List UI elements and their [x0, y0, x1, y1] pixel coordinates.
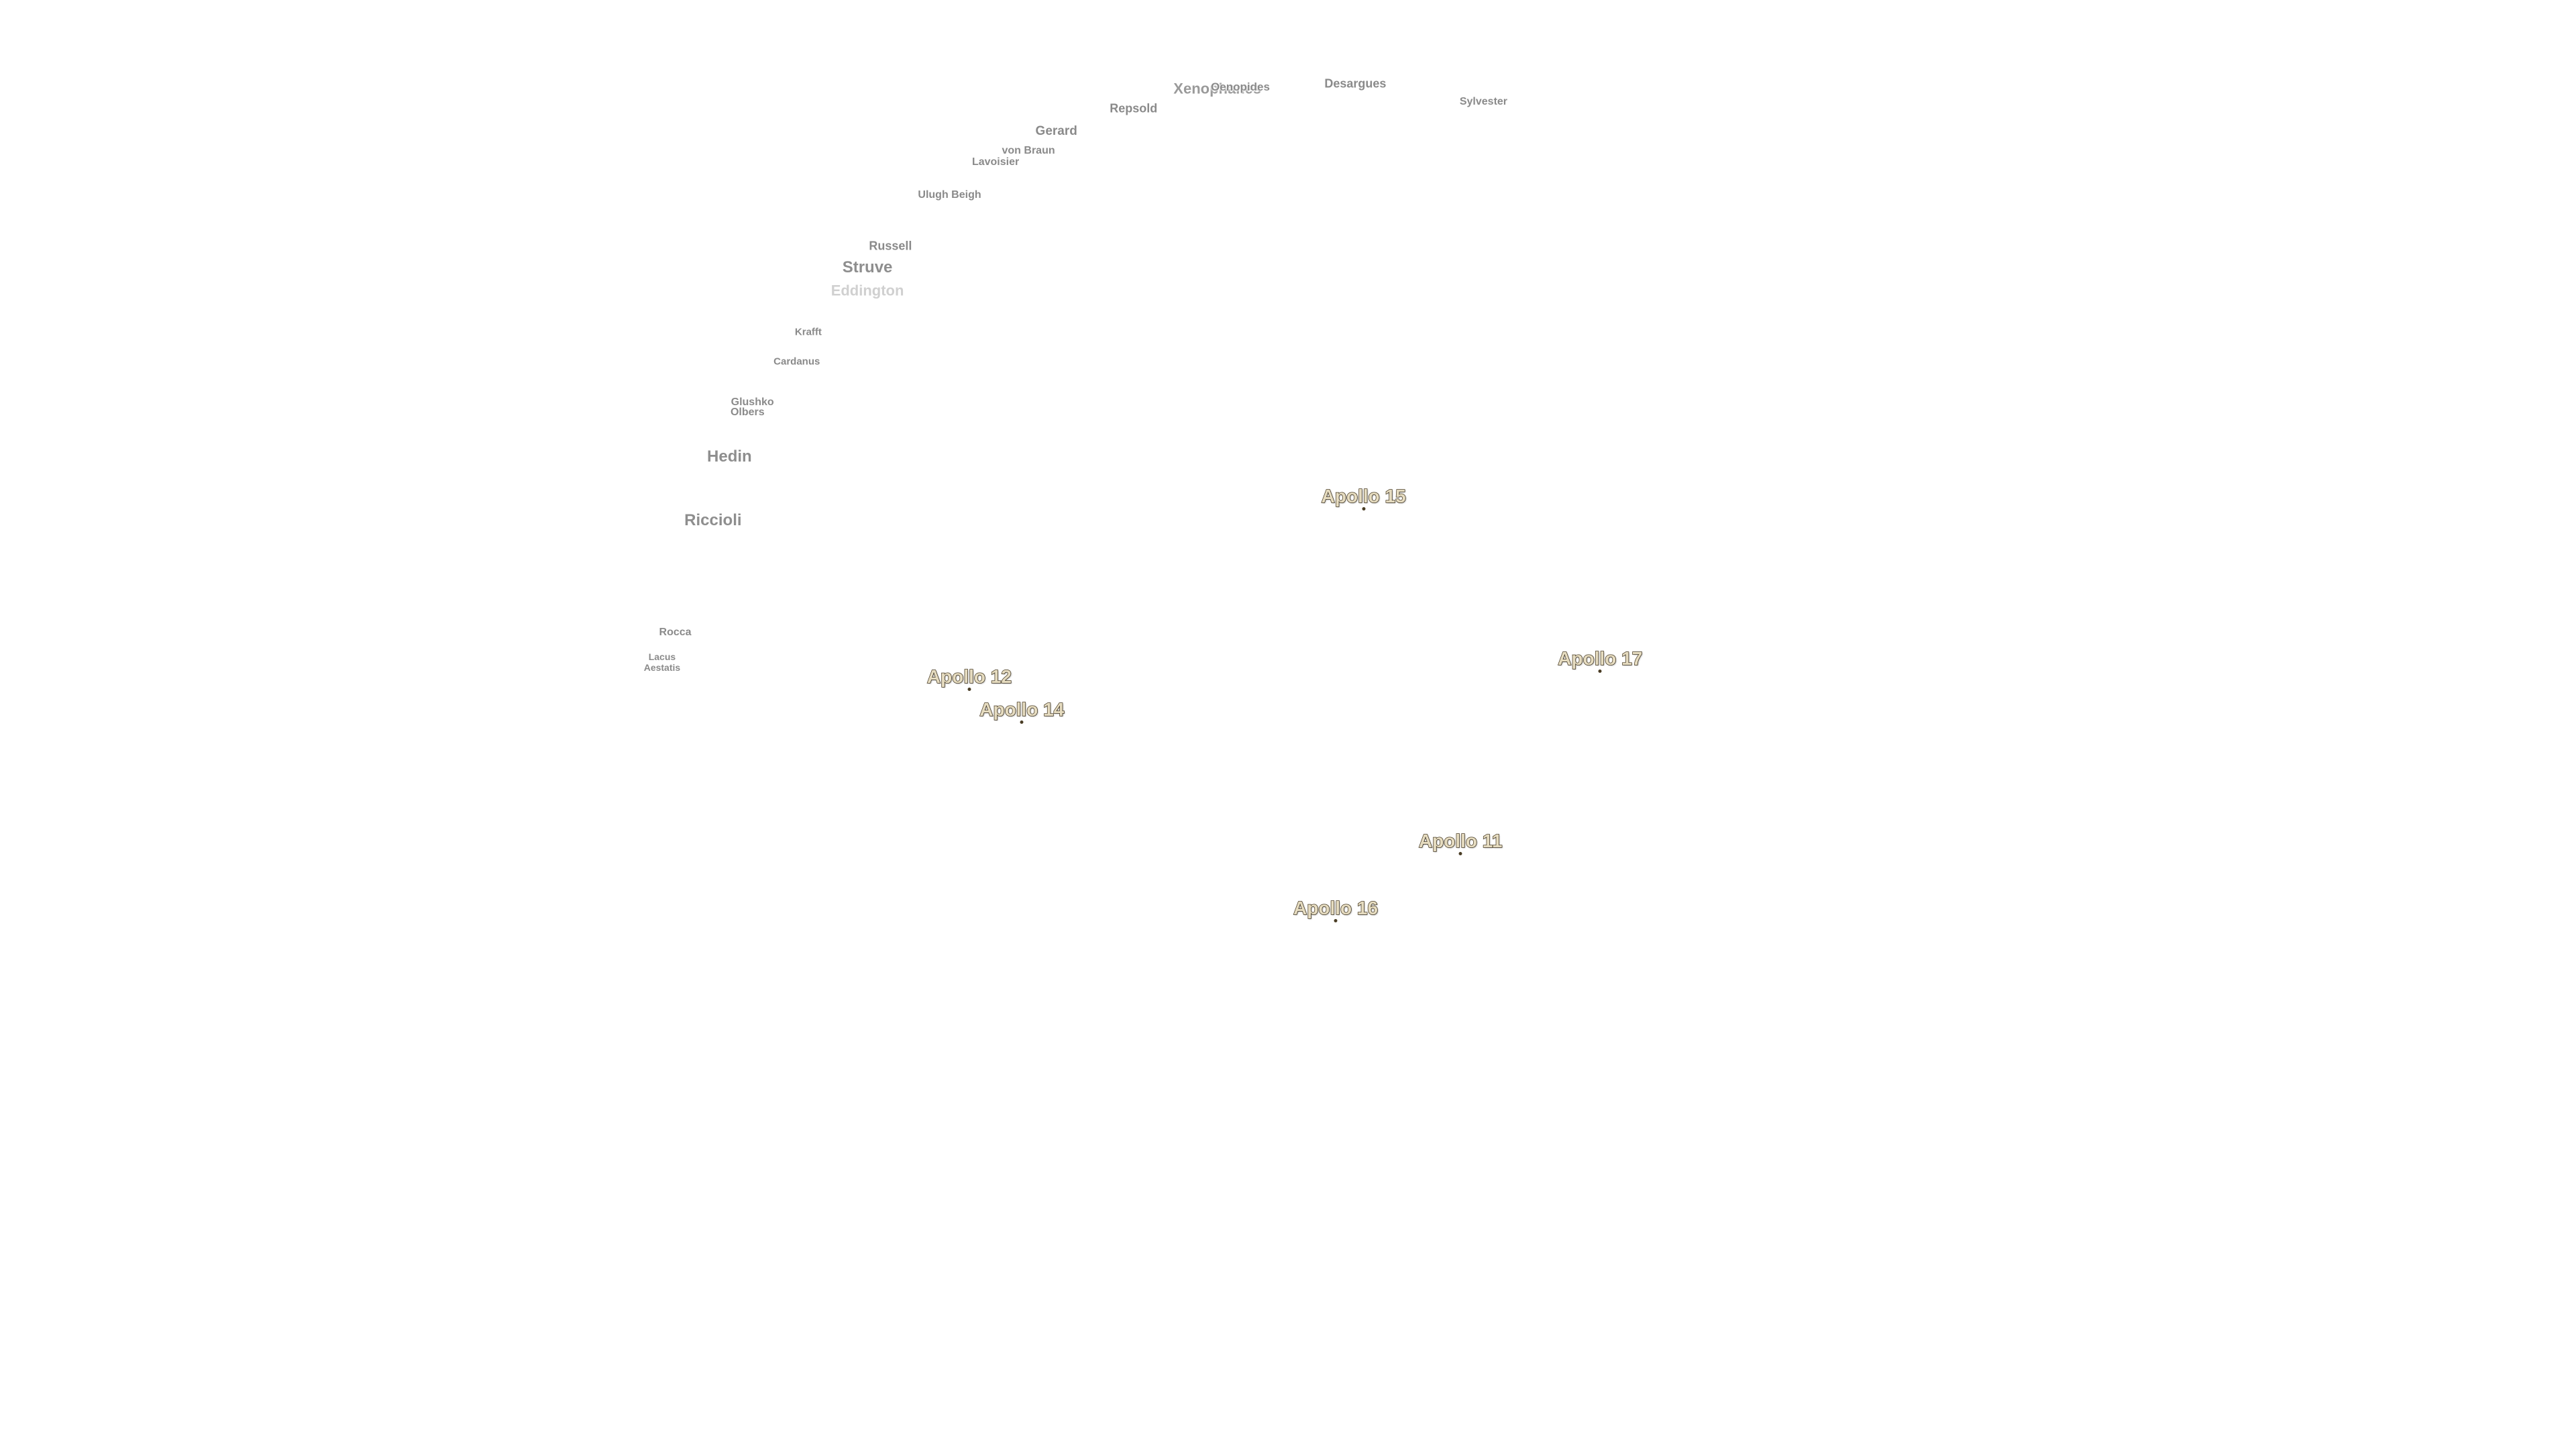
crater-label: Gerard	[1035, 123, 1077, 138]
crater-label: Desargues	[1324, 76, 1387, 91]
crater-label: Xenophanes	[1173, 80, 1262, 97]
crater-label: Sylvester	[1459, 95, 1508, 107]
crater-label: Eddington	[830, 282, 904, 299]
crater-label: Oenopides	[1211, 80, 1270, 94]
crater-label: Cardanus	[773, 356, 820, 368]
landing-site-marker	[967, 687, 971, 691]
landing-site-marker	[1362, 506, 1366, 511]
crater-label: Russell	[869, 239, 912, 253]
landing-site-label[interactable]: Apollo 14	[979, 698, 1065, 720]
crater-label: Lacus Aestatis	[643, 651, 681, 673]
landing-site-marker	[1458, 851, 1462, 855]
landing-site-label[interactable]: Apollo 15	[1321, 485, 1407, 507]
crater-label: von Braun	[1002, 145, 1055, 157]
landing-site-label[interactable]: Apollo 17	[1558, 647, 1644, 669]
crater-label: Ulugh Beigh	[918, 189, 981, 201]
landing-site-label[interactable]: Apollo 11	[1418, 830, 1503, 852]
crater-label: Krafft	[794, 326, 822, 338]
crater-label: Riccioli	[684, 511, 742, 530]
landing-site-marker	[1334, 919, 1338, 923]
crater-label: Lavoisier	[971, 156, 1020, 168]
crater-label: Repsold	[1110, 101, 1158, 115]
landing-site-marker	[1020, 720, 1024, 724]
crater-label: Struve	[842, 258, 893, 277]
crater-label: Glushko	[731, 396, 774, 408]
landing-site-marker	[1598, 669, 1602, 674]
crater-label: Olbers	[730, 406, 765, 418]
landing-site-label[interactable]: Apollo 16	[1293, 898, 1379, 920]
crater-label: Hedin	[707, 447, 752, 466]
landing-site-label[interactable]: Apollo 12	[926, 665, 1012, 688]
crater-label: Rocca	[659, 626, 692, 638]
